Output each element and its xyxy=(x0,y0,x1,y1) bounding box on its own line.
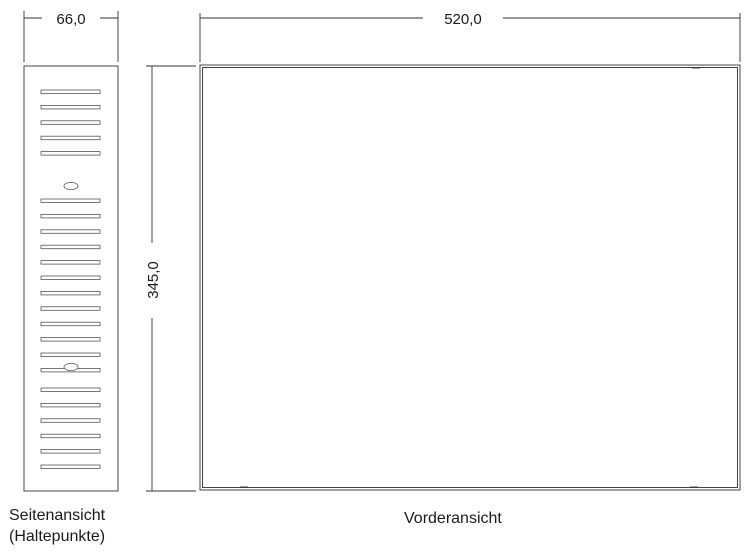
front-width-dimension: 520,0 xyxy=(199,11,741,62)
side-view-outline xyxy=(23,65,119,492)
vent-slot xyxy=(40,337,101,342)
front-view xyxy=(199,64,741,491)
vent-slot xyxy=(40,449,101,454)
side-view-caption-line1: Seitenansicht xyxy=(9,507,106,524)
vent-slot xyxy=(40,120,101,125)
holding-points xyxy=(63,181,79,371)
holding-point-hole xyxy=(63,181,79,190)
height-dimension: 345,0 xyxy=(145,65,196,492)
front-width-label: 520,0 xyxy=(444,11,482,28)
vent-slot xyxy=(40,387,101,392)
vent-slot xyxy=(40,418,101,423)
height-label: 345,0 xyxy=(145,261,162,299)
side-view xyxy=(23,65,119,492)
vent-slot xyxy=(40,244,101,250)
front-view-outer-frame xyxy=(199,64,741,491)
vent-slot xyxy=(40,464,101,469)
vent-slot xyxy=(40,275,101,280)
vent-slot xyxy=(40,260,101,265)
vent-slot xyxy=(40,135,101,141)
vent-slot xyxy=(40,213,101,219)
side-width-dimension: 66,0 xyxy=(23,11,119,62)
vent-slot xyxy=(40,198,101,203)
vent-slot xyxy=(40,229,101,234)
vent-slot xyxy=(40,402,101,408)
front-view-inner-frame xyxy=(202,67,738,488)
vent-slot xyxy=(40,105,101,110)
vent-slot xyxy=(40,306,101,311)
ventilation-slots xyxy=(40,89,101,469)
side-width-label: 66,0 xyxy=(56,11,85,28)
holding-point-hole xyxy=(63,362,79,371)
side-view-caption-line2: (Haltepunkte) xyxy=(9,528,106,545)
vent-slot xyxy=(40,352,101,357)
front-view-caption: Vorderansicht xyxy=(404,510,502,527)
vent-slot xyxy=(40,321,101,327)
side-view-caption: Seitenansicht (Haltepunkte) xyxy=(9,505,105,547)
vent-slot xyxy=(40,89,101,94)
vent-slot xyxy=(40,151,101,156)
vent-slot xyxy=(40,290,101,296)
vent-slot xyxy=(40,433,101,439)
